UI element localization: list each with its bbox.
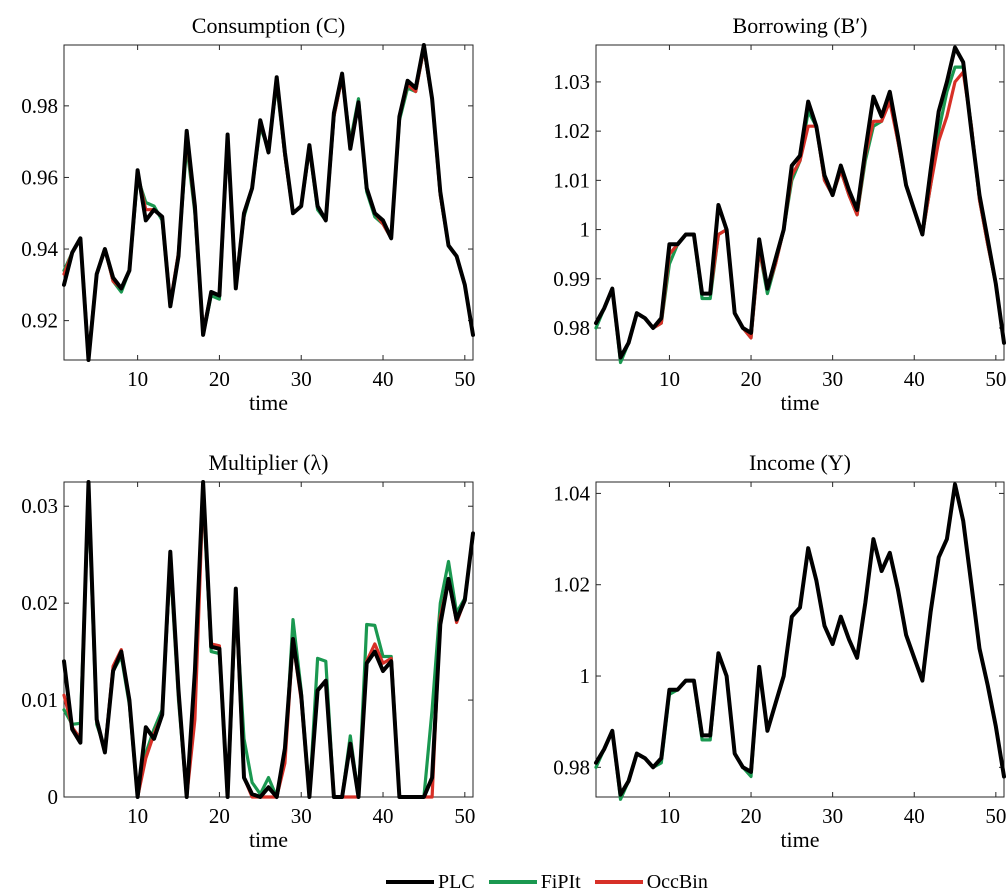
x-tick-label: 50	[454, 367, 475, 391]
y-tick-label: 0.98	[553, 316, 590, 340]
y-tick-label: 1	[580, 664, 591, 688]
legend-swatch-plc	[386, 880, 434, 884]
x-tick-label: 10	[127, 367, 148, 391]
x-tick-label: 50	[454, 804, 475, 828]
legend-label-occbin: OccBin	[646, 870, 708, 893]
x-tick-label: 20	[741, 804, 762, 828]
legend-label-fipit: FiPIt	[540, 870, 581, 893]
y-tick-label: 0.01	[21, 688, 58, 712]
legend: PLC FiPIt OccBin	[386, 870, 708, 894]
x-tick-label: 50	[985, 804, 1006, 828]
x-tick-label: 50	[985, 367, 1006, 391]
chart-title-borrowing: Borrowing (B′)	[733, 13, 868, 38]
subplot-consumption: Consumption (C) 10 20 30 40 50 time 0.92 0.94 0.9…	[21, 13, 475, 415]
y-tick-label: 0.98	[553, 755, 590, 779]
legend-label-plc: PLC	[438, 870, 475, 893]
y-tick-label: 0.98	[21, 94, 58, 118]
y-tick-label: 0.92	[21, 309, 58, 333]
series-line-plc-consumption	[62, 43, 475, 362]
chart-title-consumption: Consumption (C)	[192, 13, 345, 38]
x-tick-label: 30	[291, 804, 312, 828]
plot-area-income	[595, 481, 1005, 798]
x-tick-label: 10	[659, 804, 680, 828]
y-tick-label: 0.99	[553, 267, 590, 291]
x-tick-label: 40	[904, 804, 925, 828]
y-tick-label: 0.96	[21, 165, 58, 189]
y-tick-label: 0.02	[21, 591, 58, 615]
x-axis-label-borrowing: time	[780, 390, 819, 415]
x-tick-label: 40	[904, 367, 925, 391]
legend-swatch-occbin	[594, 880, 643, 884]
chart-title-income: Income (Y)	[749, 450, 851, 475]
y-tick-label: 1.02	[553, 119, 590, 143]
y-tick-label: 1	[580, 218, 591, 242]
x-tick-label: 10	[127, 804, 148, 828]
legend-swatch-fipit	[488, 880, 537, 884]
legend-item-fipit: FiPIt	[488, 870, 581, 894]
x-tick-label: 40	[373, 367, 394, 391]
y-tick-label: 1.02	[553, 573, 590, 597]
x-tick-label: 30	[291, 367, 312, 391]
x-tick-label: 20	[209, 367, 230, 391]
y-tick-label: 1.04	[553, 481, 590, 505]
y-tick-label: 0	[48, 785, 59, 809]
series-line-plc-borrowing	[594, 45, 1006, 360]
plot-area-multiplier	[63, 481, 474, 798]
x-axis-label-multiplier: time	[249, 827, 288, 852]
y-tick-label: 0.03	[21, 494, 58, 518]
legend-item-occbin: OccBin	[594, 870, 708, 894]
chart-title-multiplier: Multiplier (λ)	[208, 450, 328, 475]
y-tick-label: 1.03	[553, 70, 590, 94]
x-tick-label: 40	[373, 804, 394, 828]
y-tick-label: 1.01	[553, 168, 590, 192]
x-tick-label: 30	[822, 804, 843, 828]
y-tick-label: 0.94	[21, 237, 58, 261]
series-line-plc-multiplier	[62, 480, 475, 799]
legend-item-plc: PLC	[386, 871, 475, 894]
x-tick-label: 30	[822, 367, 843, 391]
x-tick-label: 20	[741, 367, 762, 391]
x-tick-label: 10	[659, 367, 680, 391]
plot-area-consumption	[63, 44, 474, 361]
subplot-borrowing: Borrowing (B′) 10 20 30 40 50 time 0.98 0.99 1 1.0…	[553, 13, 1006, 415]
subplot-income: Income (Y) 10 20 30 40 50 time 0.98 1 1.02 1.04	[553, 450, 1006, 852]
x-axis-label-income: time	[780, 827, 819, 852]
subplot-multiplier: Multiplier (λ) 10 20 30 40 50 time 0 0.01 0.02 0.0…	[21, 450, 475, 852]
x-tick-label: 20	[209, 804, 230, 828]
series-line-plc-income	[594, 482, 1006, 797]
x-axis-label-consumption: time	[249, 390, 288, 415]
